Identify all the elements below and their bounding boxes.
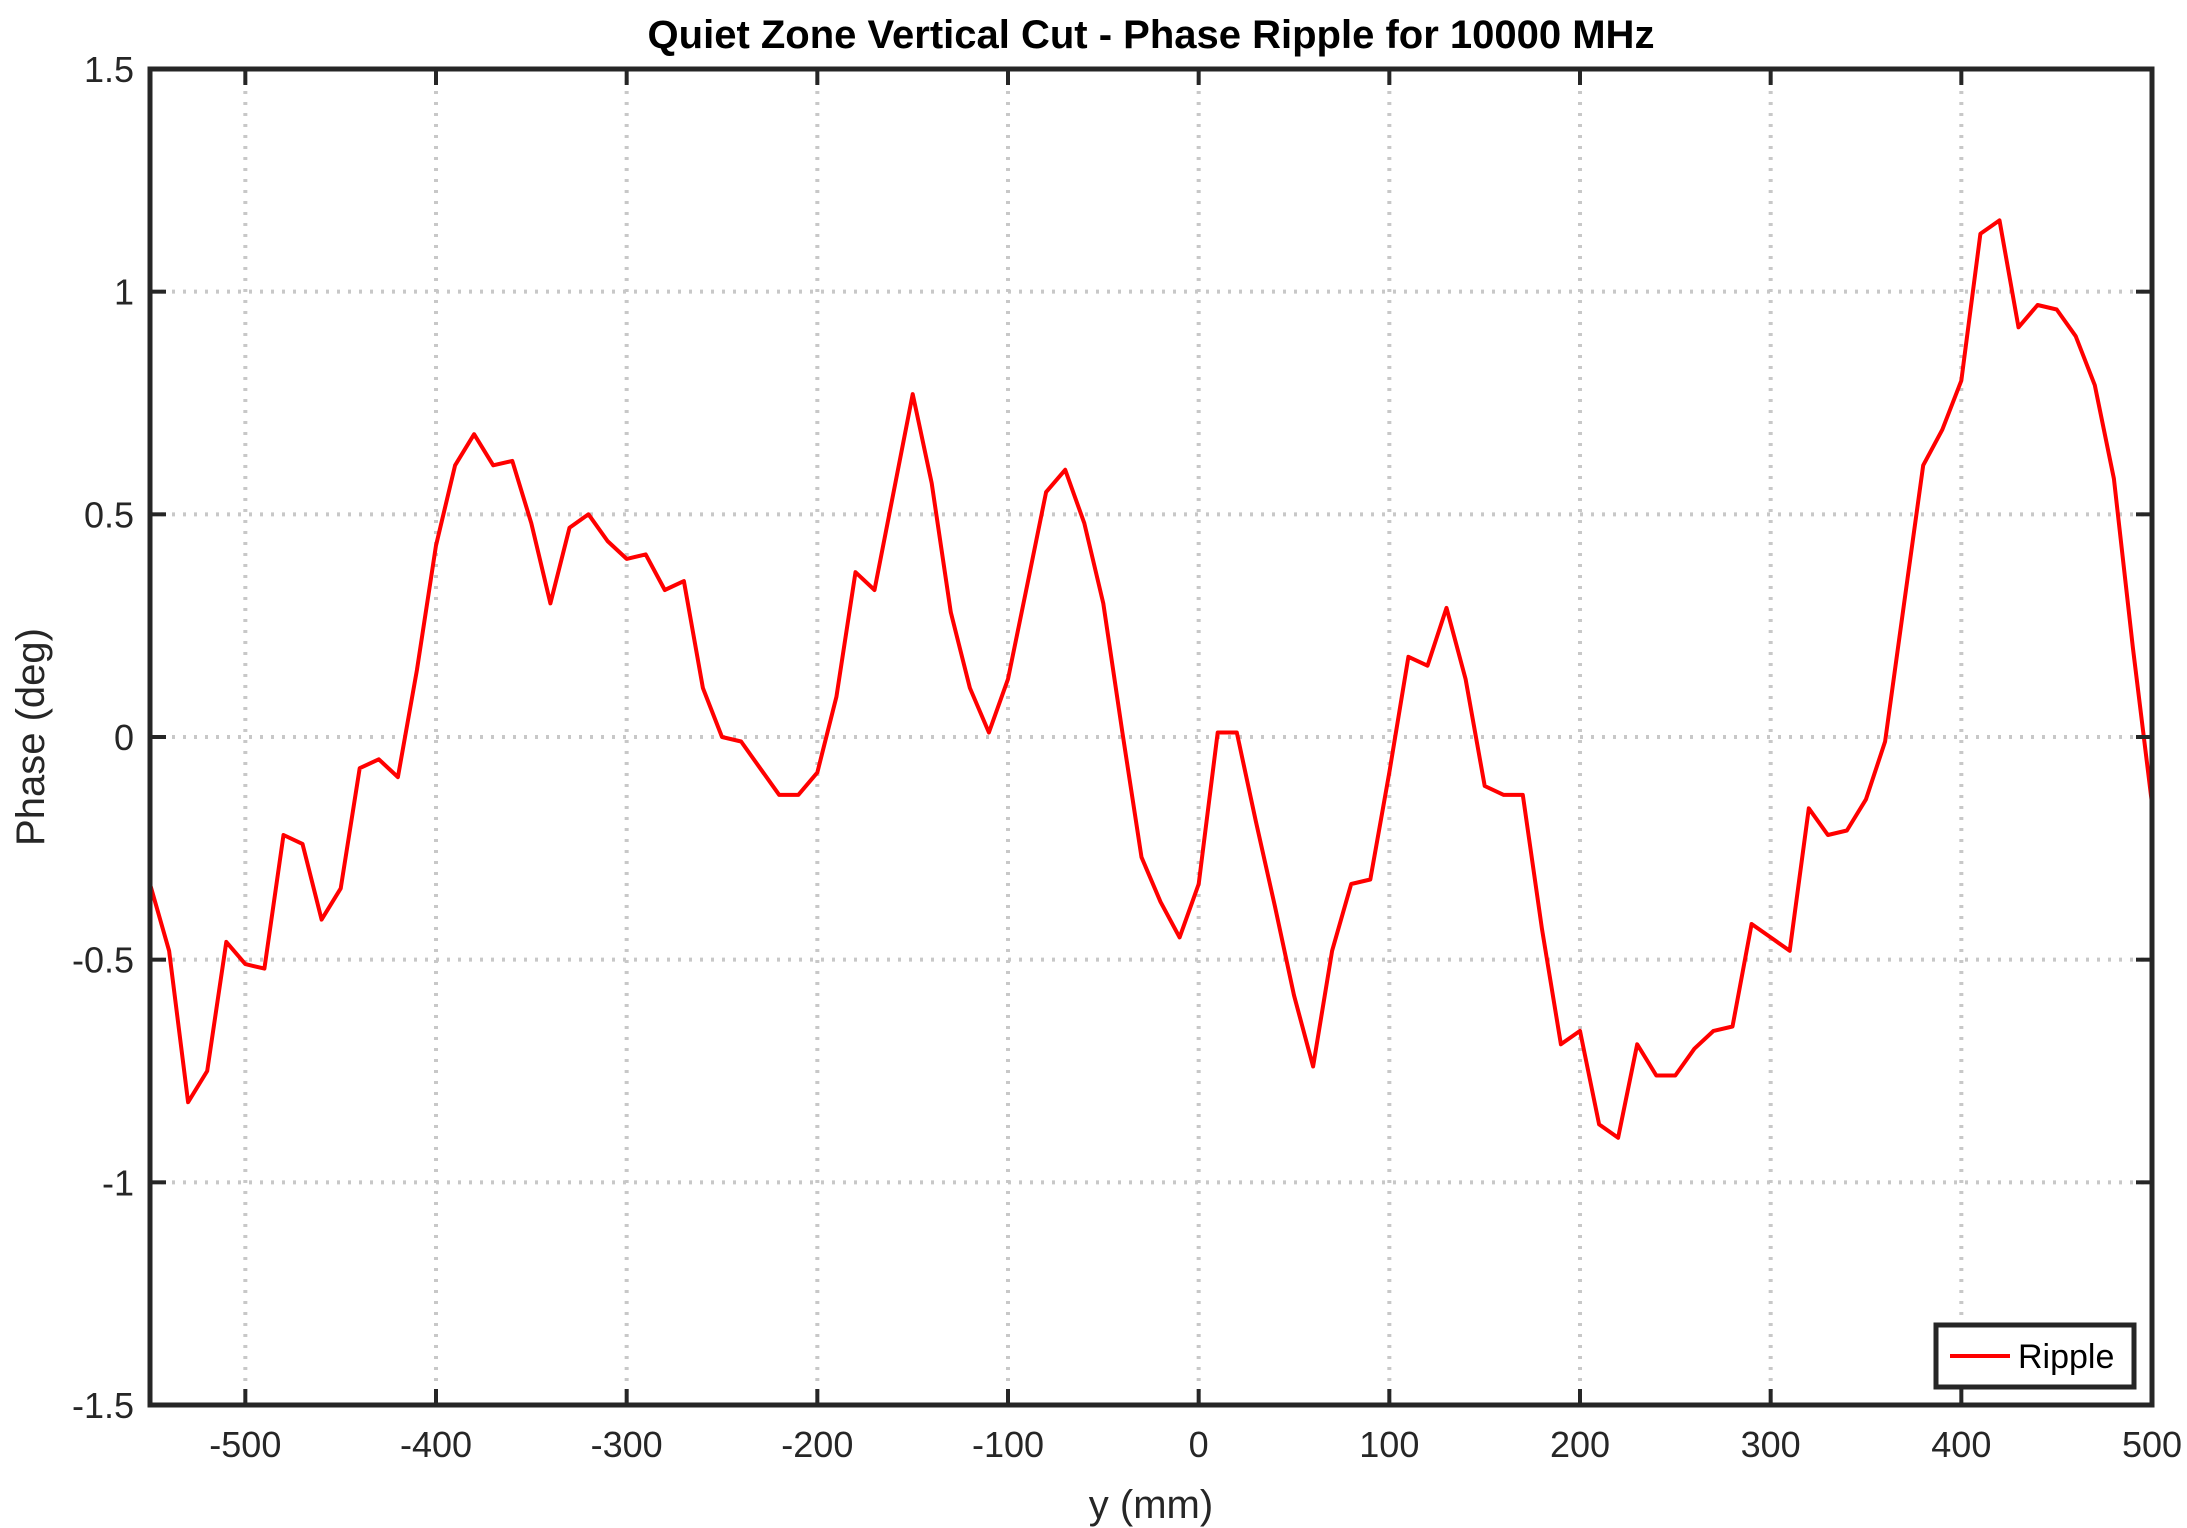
x-axis-label: y (mm)	[1089, 1483, 1213, 1527]
y-tick-label: -1.5	[72, 1385, 134, 1426]
y-tick-label: 0.5	[84, 494, 134, 535]
x-tick-label: 300	[1741, 1424, 1801, 1465]
tick-marks	[150, 67, 2154, 1407]
legend-label-ripple: Ripple	[2018, 1338, 2114, 1376]
x-tick-label: 100	[1359, 1424, 1419, 1465]
y-tick-labels: -1.5 -1 -0.5 0 0.5 1 1.5	[72, 49, 134, 1426]
series-line-ripple	[148, 218, 2154, 1140]
y-axis-label: Phase (deg)	[9, 628, 53, 846]
x-tick-label: -100	[972, 1424, 1044, 1465]
legend: Ripple	[1933, 1322, 2137, 1390]
x-tick-label: -400	[400, 1424, 472, 1465]
y-tick-label: -0.5	[72, 940, 134, 981]
grid-lines	[150, 69, 2152, 1405]
y-tick-label: 0	[114, 717, 134, 758]
x-tick-label: 0	[1189, 1424, 1209, 1465]
x-tick-label: -200	[781, 1424, 853, 1465]
x-tick-label: 200	[1550, 1424, 1610, 1465]
y-tick-label: 1.5	[84, 49, 134, 90]
y-tick-label: 1	[114, 272, 134, 313]
x-tick-label: -300	[591, 1424, 663, 1465]
chart-title: Quiet Zone Vertical Cut - Phase Ripple f…	[648, 13, 1655, 57]
x-tick-label: 500	[2122, 1424, 2182, 1465]
plot-series-layer	[148, 218, 2154, 1140]
legend-box	[1933, 1322, 2137, 1390]
x-tick-labels: -500 -400 -300 -200 -100 0 100 200 300 400 500	[209, 1424, 2182, 1465]
y-tick-label: -1	[102, 1162, 134, 1203]
x-tick-label: 400	[1931, 1424, 1991, 1465]
x-tick-label: -500	[209, 1424, 281, 1465]
